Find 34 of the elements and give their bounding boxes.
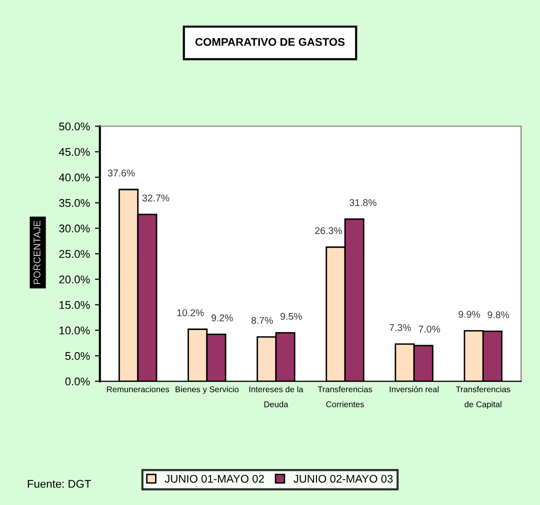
y-tick-label: 30.0% (59, 224, 90, 232)
data-label: 31.8% (350, 199, 376, 206)
x-tick-label: Transferencias de Capital (456, 386, 510, 409)
data-label: 7.0% (418, 326, 440, 333)
y-tick-label: 40.0% (58, 174, 90, 182)
y-tick-label: 35.0% (59, 199, 90, 207)
x-tick-label: Inversión real (390, 386, 439, 392)
chart-title: COMPARATIVO DE GASTOS (195, 38, 345, 46)
x-tick-label: Intereses de la Deuda (249, 386, 304, 408)
y-tick-label: 0.0% (65, 378, 90, 386)
data-label: 9.2% (212, 314, 233, 322)
y-tick-label: 15.0% (60, 301, 90, 309)
data-label: 37.6% (108, 170, 135, 176)
legend-label: JUNIO 02-MAYO 03 (294, 474, 393, 483)
data-label: 7.3% (390, 324, 411, 332)
y-tick-label: 50.0% (59, 122, 90, 130)
x-tick-label: Transferencias Corrientes (318, 386, 372, 408)
y-tick-label: 20.0% (59, 276, 90, 284)
data-label: 32.7% (142, 194, 170, 202)
y-tick-label: 45.0% (58, 148, 90, 156)
y-axis-title: PORCENTAJE (34, 220, 40, 284)
data-label: 26.3% (315, 227, 342, 234)
source-note: Fuente: DGT (28, 480, 91, 488)
legend-label: JUNIO 01-MAYO 02 (164, 474, 264, 483)
y-tick-label: 5.0% (65, 352, 90, 360)
x-tick-label: Remuneraciones (107, 386, 170, 392)
data-label: 9.8% (488, 311, 510, 318)
x-tick-label: Bienes y Servicio (176, 386, 239, 394)
data-label: 9.9% (458, 310, 480, 318)
y-tick-label: 25.0% (59, 250, 90, 258)
data-label: 8.7% (251, 316, 273, 324)
data-label: 10.2% (177, 309, 204, 316)
data-label: 9.5% (280, 312, 302, 320)
y-tick-label: 10.0% (60, 326, 90, 334)
